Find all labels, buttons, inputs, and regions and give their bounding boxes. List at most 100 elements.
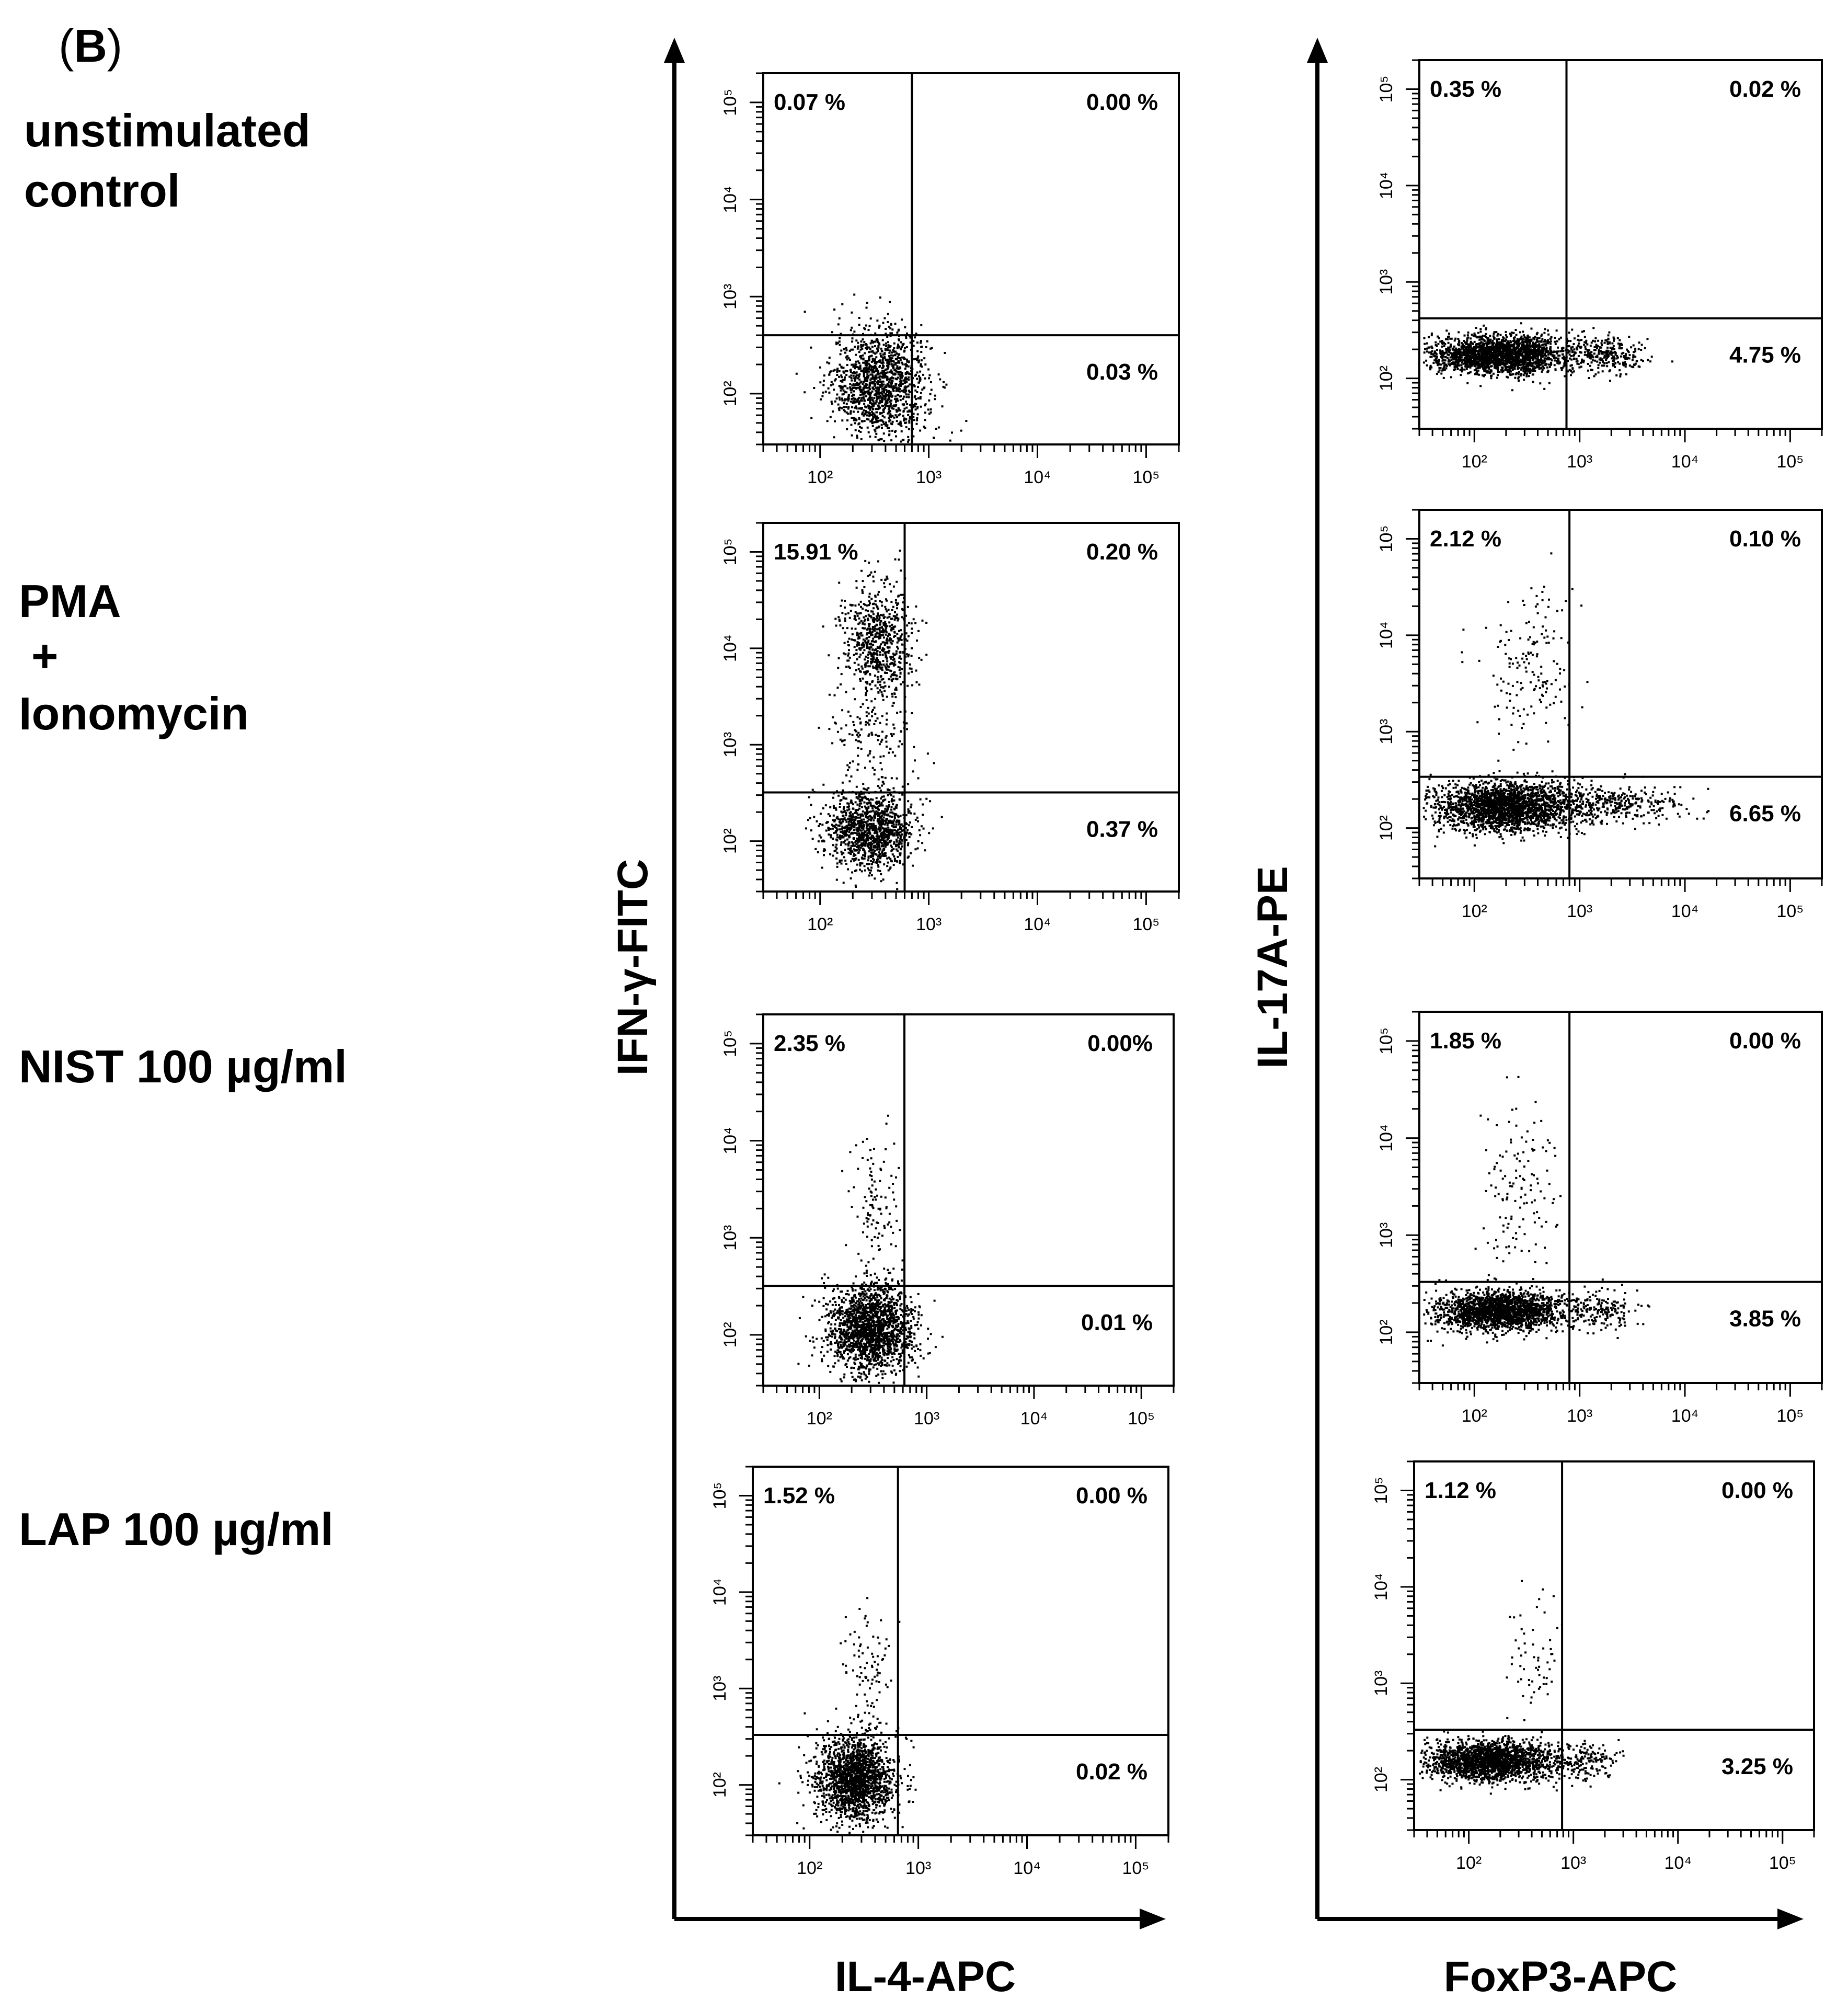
x-tick-label: 10⁴ xyxy=(1665,1853,1692,1873)
population-2 xyxy=(841,1114,904,1334)
x-tick-label: 10² xyxy=(797,1858,822,1878)
x-tick-label: 10⁵ xyxy=(1776,901,1804,921)
x-tick-label: 10⁵ xyxy=(1132,915,1160,934)
y-tick-label: 10² xyxy=(1376,1319,1396,1345)
x-tick-label: 10² xyxy=(1456,1853,1482,1873)
condition-label-unstimulated-line2: control xyxy=(24,165,180,216)
x-tick-label: 10⁴ xyxy=(1024,915,1051,934)
plot-frame xyxy=(1413,1460,1815,1831)
x-tick-label: 10⁵ xyxy=(1776,1406,1804,1426)
y-tick-label: 10⁴ xyxy=(1371,1573,1391,1601)
y-tick-label: 10⁵ xyxy=(1376,1027,1396,1055)
population-1 xyxy=(1419,1730,1592,1795)
quadrant-upper-left-percent: 1.85 % xyxy=(1430,1028,1501,1054)
y-tick-label: 10³ xyxy=(1371,1671,1391,1696)
scatter-plots: 10² 10³ 10⁴ 10⁵ 10² 10³ 10⁴ 10⁵ 0.07 % 0.00 % 0.03… xyxy=(710,59,1823,1878)
x-tick-label: 10⁵ xyxy=(1122,1858,1149,1878)
x-tick-label: 10⁵ xyxy=(1132,467,1160,487)
y-tick-label: 10³ xyxy=(1376,269,1396,295)
y-tick-label: 10² xyxy=(1371,1767,1391,1792)
population-2 xyxy=(1529,327,1673,382)
quadrant-upper-left-percent: 1.52 % xyxy=(763,1483,835,1509)
x-tick-label: 10⁵ xyxy=(1776,452,1804,472)
x-tick-label: 10⁴ xyxy=(1013,1858,1040,1878)
y-tick-label: 10⁵ xyxy=(710,1482,730,1510)
plot-frame xyxy=(752,1466,1169,1836)
population-dots xyxy=(818,661,935,806)
quadrant-upper-right-percent: 0.00 % xyxy=(1086,89,1158,115)
scatter-plot-6: 10² 10³ 10⁴ 10⁵ 10² 10³ 10⁴ 10⁵ 1.85 % 0.00 % 3.85… xyxy=(1376,1011,1823,1426)
event-dots xyxy=(805,550,943,890)
quadrant-upper-left-percent: 2.35 % xyxy=(774,1031,845,1056)
population-3 xyxy=(818,661,935,806)
x-tick-label: 10² xyxy=(1462,452,1487,472)
population-dots xyxy=(805,763,943,890)
population-dots xyxy=(795,293,968,443)
quadrant-upper-left-percent: 2.12 % xyxy=(1430,526,1501,552)
y-tick-label: 10⁴ xyxy=(710,1579,730,1606)
population-dots xyxy=(1529,327,1673,382)
plot-frame xyxy=(1418,509,1823,879)
quadrant-upper-left-percent: 1.12 % xyxy=(1425,1478,1496,1503)
event-dots xyxy=(1422,322,1673,392)
y-tick-label: 10³ xyxy=(720,284,740,310)
quadrant-lower-right-percent: 4.75 % xyxy=(1729,342,1801,368)
population-dots xyxy=(835,1597,901,1776)
event-dots xyxy=(1422,552,1710,848)
y-tick-label: 10³ xyxy=(1376,1222,1396,1248)
event-dots xyxy=(795,293,968,443)
y-tick-label: 10⁵ xyxy=(1371,1477,1391,1504)
panel-label-close: ) xyxy=(107,20,122,72)
left-column-axes: IFN-γ-FITC IL-4-APC xyxy=(609,38,1166,2001)
y-tick-label: 10² xyxy=(1376,815,1396,841)
x-tick-label: 10⁴ xyxy=(1020,1409,1048,1429)
x-tick-label: 10³ xyxy=(916,467,942,487)
scatter-plot-4: 10² 10³ 10⁴ 10⁵ 10² 10³ 10⁴ 10⁵ 2.12 % 0.10 % 6.65… xyxy=(1376,509,1823,921)
population-1 xyxy=(1423,1277,1601,1347)
left-x-axis-title: IL-4-APC xyxy=(835,1953,1016,2001)
condition-label-unstimulated-line1: unstimulated xyxy=(24,105,311,156)
population-1 xyxy=(795,293,968,443)
quadrant-lower-right-percent: 0.37 % xyxy=(1086,816,1158,842)
x-tick-label: 10² xyxy=(1462,1406,1487,1426)
population-2 xyxy=(1553,1278,1650,1339)
quadrant-lower-right-percent: 3.25 % xyxy=(1721,1754,1793,1779)
y-tick-label: 10⁴ xyxy=(720,186,740,213)
event-dots xyxy=(1419,1580,1625,1795)
plot-frame xyxy=(1418,1011,1823,1384)
quadrant-upper-right-percent: 0.10 % xyxy=(1729,526,1801,552)
scatter-plot-8: 10² 10³ 10⁴ 10⁵ 10² 10³ 10⁴ 10⁵ 1.12 % 0.00 % 3.25… xyxy=(1371,1460,1815,1873)
population-1 xyxy=(805,763,943,890)
quadrant-upper-right-percent: 0.00 % xyxy=(1721,1478,1793,1503)
condition-label-lap: LAP 100 µg/ml xyxy=(19,1503,334,1555)
quadrant-lower-right-percent: 0.01 % xyxy=(1081,1310,1153,1335)
y-tick-label: 10² xyxy=(720,828,740,854)
plot-frame xyxy=(1418,59,1823,430)
x-tick-label: 10⁴ xyxy=(1671,1406,1698,1426)
x-tick-label: 10³ xyxy=(1567,1406,1592,1426)
y-tick-label: 10⁵ xyxy=(720,1030,740,1057)
y-tick-label: 10⁴ xyxy=(720,635,740,662)
x-tick-label: 10² xyxy=(1462,901,1487,921)
right-y-axis-arrowhead xyxy=(1307,38,1328,63)
right-y-axis-title: IL-17A-PE xyxy=(1249,866,1296,1068)
population-dots xyxy=(1474,1076,1562,1298)
y-tick-label: 10⁴ xyxy=(1376,622,1396,649)
panel-label: (B) xyxy=(59,20,122,72)
left-x-axis-arrowhead xyxy=(1140,1909,1166,1929)
left-y-axis-arrowhead xyxy=(664,38,685,63)
quadrant-lower-right-percent: 3.85 % xyxy=(1729,1306,1801,1332)
event-dots xyxy=(1423,1076,1650,1347)
population-1 xyxy=(797,1267,944,1384)
population-1 xyxy=(1422,322,1637,392)
quadrant-upper-right-percent: 0.00 % xyxy=(1076,1483,1147,1509)
x-tick-label: 10² xyxy=(807,915,833,934)
quadrant-lower-right-percent: 0.02 % xyxy=(1076,1759,1147,1785)
population-dots xyxy=(1423,1277,1601,1347)
y-tick-label: 10⁵ xyxy=(720,89,740,116)
x-tick-label: 10⁴ xyxy=(1671,452,1698,472)
y-tick-label: 10⁴ xyxy=(1376,1124,1396,1151)
population-dots xyxy=(841,1114,904,1334)
population-dots xyxy=(1422,759,1651,848)
